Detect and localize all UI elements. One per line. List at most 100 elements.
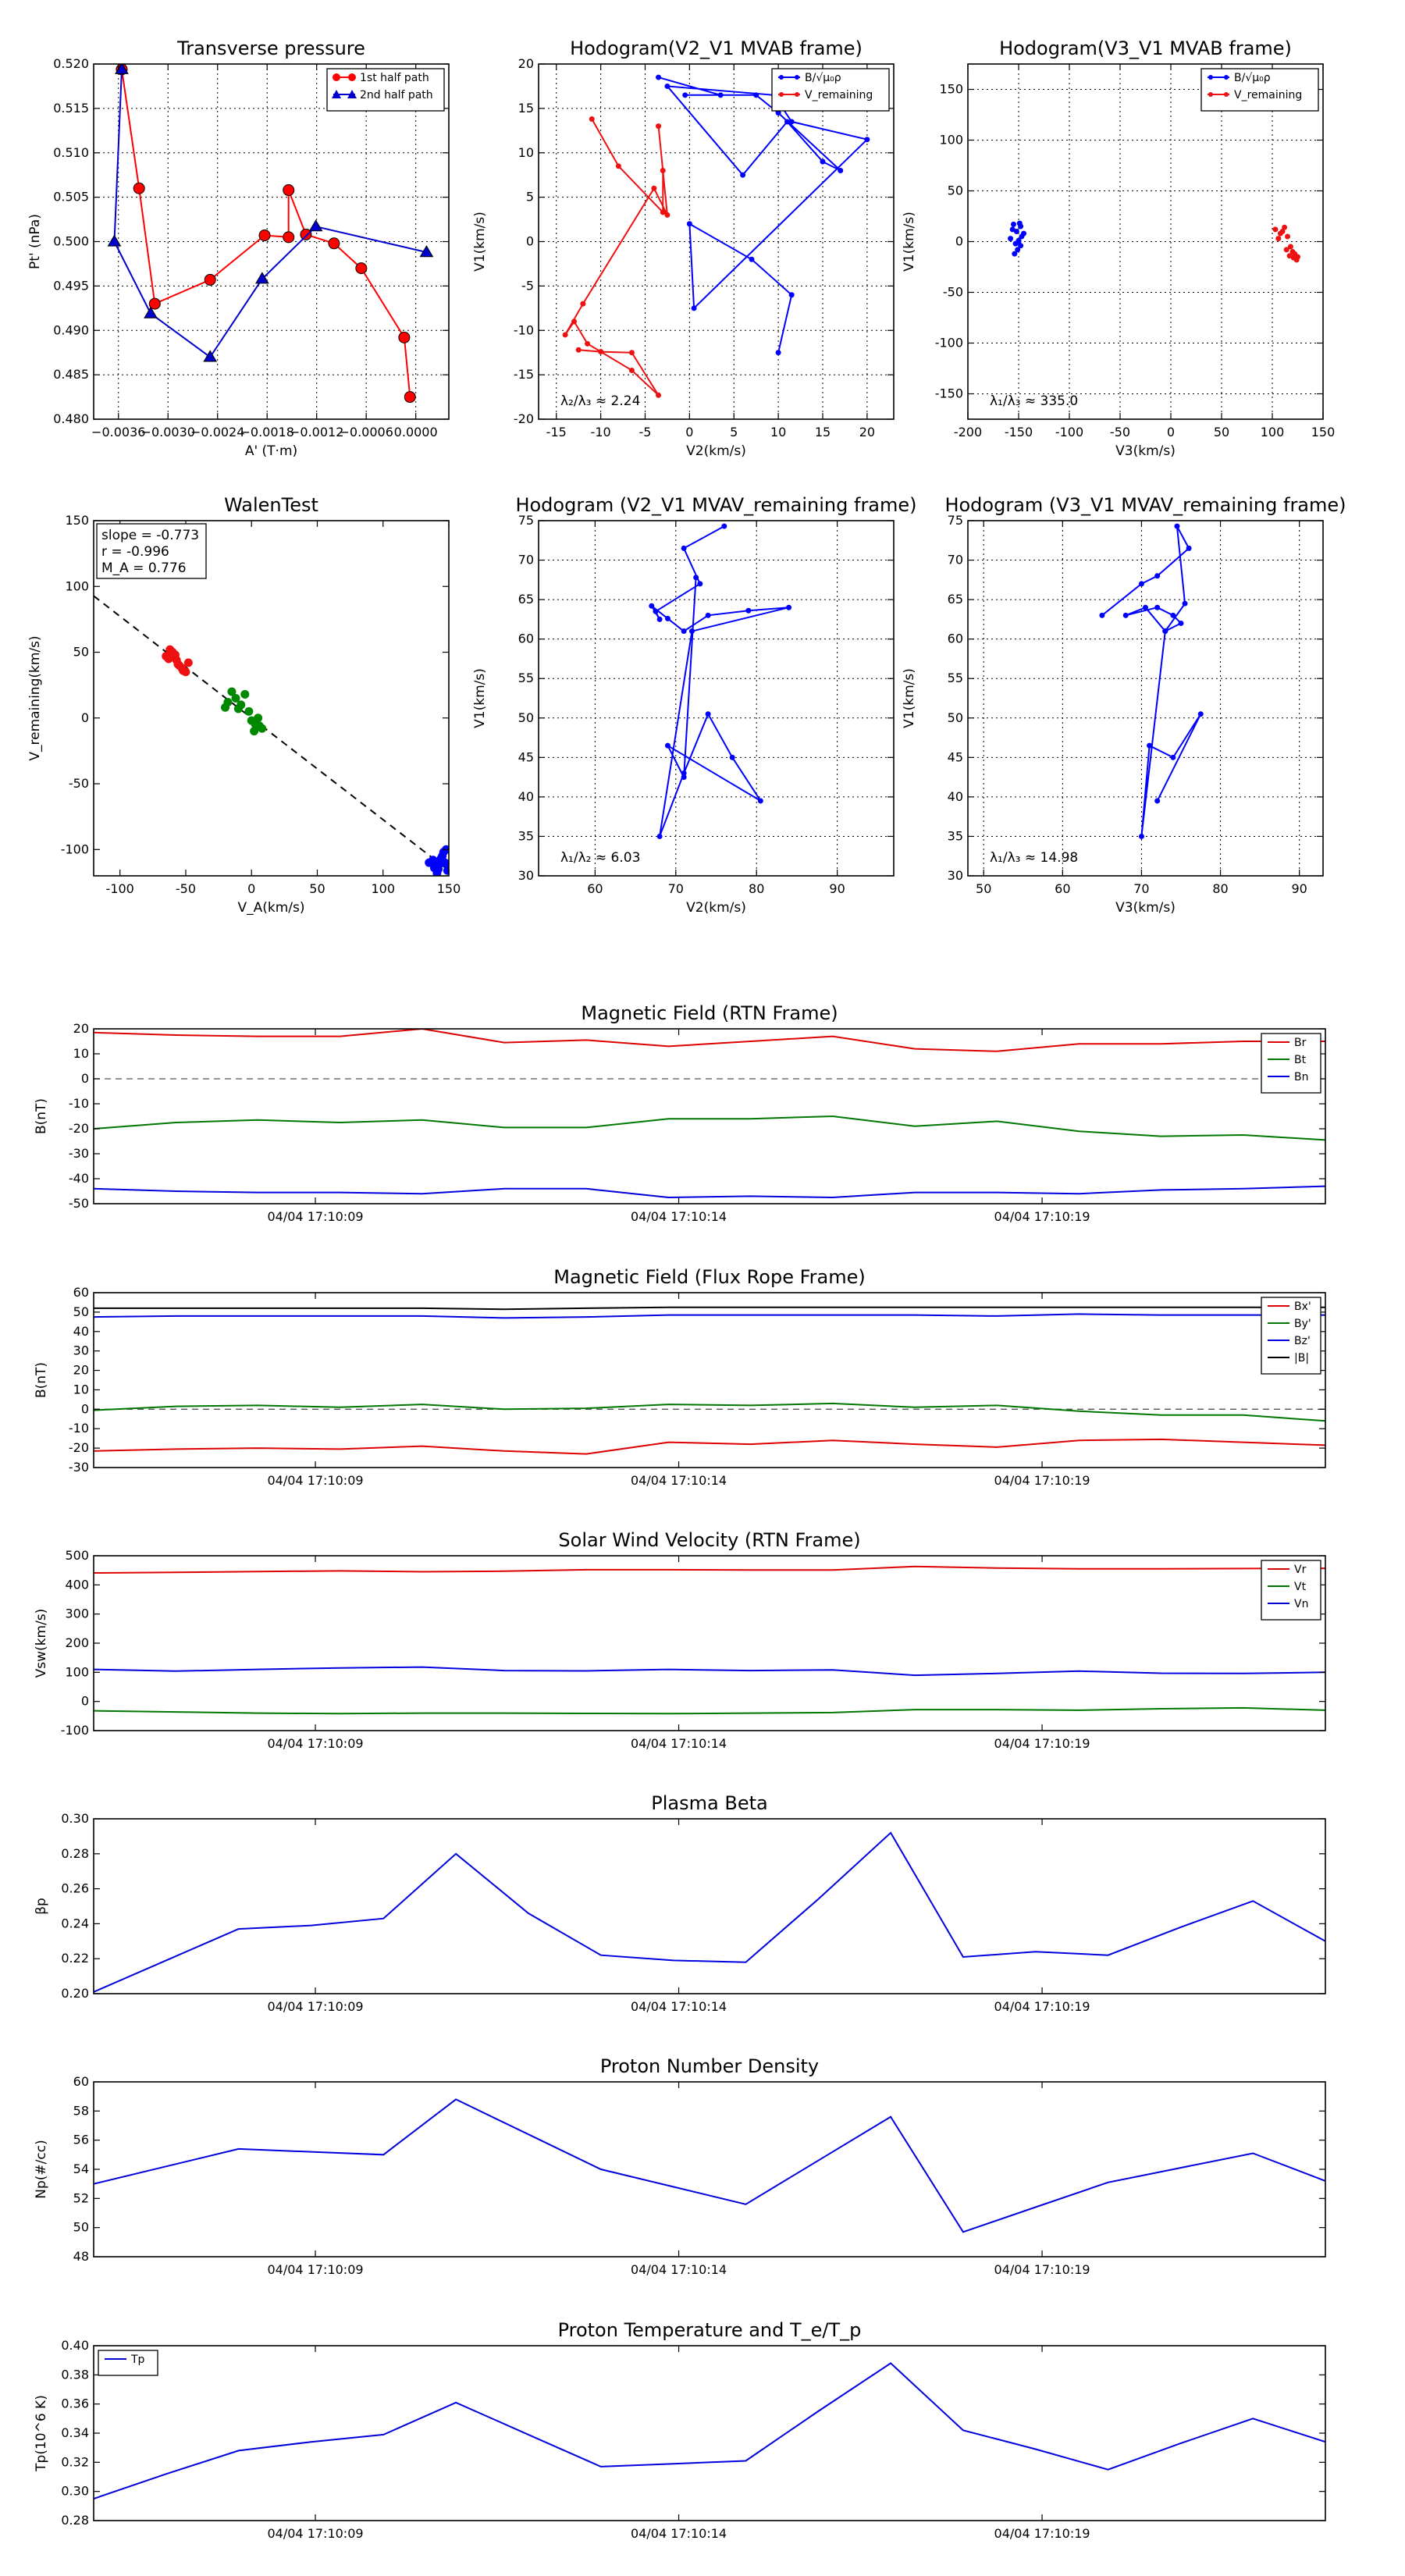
x-tick-label: −0.0006	[339, 425, 393, 439]
x-tick-label: -200	[954, 425, 982, 439]
data-point	[1287, 244, 1293, 250]
legend-marker	[1208, 92, 1213, 97]
x-tick-label: 90	[1291, 881, 1307, 896]
data-point	[1279, 229, 1286, 234]
x-tick-label: 04/04 17:10:19	[994, 2262, 1090, 2277]
panel-hodogram-v3v1-mvab: -200 -150 -100 -50 0 50 100 150 -150 -100 -50 0 50 10…	[902, 37, 1335, 459]
data-point	[589, 116, 595, 123]
x-axis-label: V3(km/s)	[1115, 443, 1176, 459]
data-point	[681, 770, 687, 777]
eigenvalue-ratio-label: λ₁/λ₃ ≈ 14.98	[990, 850, 1078, 866]
x-tick-label: 50	[1214, 425, 1229, 439]
axes-frame	[93, 1292, 1326, 1468]
y-tick-label: 30	[518, 868, 534, 883]
data-point	[681, 774, 687, 781]
x-tick-label: 04/04 17:10:14	[631, 1473, 727, 1488]
data-point	[580, 301, 586, 307]
y-tick-label: 0	[81, 1401, 89, 1416]
y-tick-label: 60	[73, 2074, 89, 2089]
y-tick-label: -100	[935, 336, 963, 350]
data-point	[615, 163, 621, 169]
x-tick-label: 0	[685, 425, 693, 439]
x-tick-label: 04/04 17:10:14	[631, 1736, 727, 1751]
y-tick-label: 15	[518, 101, 534, 116]
data-point	[173, 660, 183, 669]
x-tick-label: −0.0036	[91, 425, 145, 439]
legend-label: B/√μ₀ρ	[805, 72, 841, 84]
data-point	[721, 523, 727, 529]
x-tick-label: 100	[371, 881, 395, 896]
series-magnetic-field-flux-rope-1-line	[94, 1402, 1325, 1422]
y-tick-label: 0.490	[53, 322, 89, 337]
y-axis-label: V_remaining(km/s)	[27, 635, 43, 760]
data-point	[749, 256, 755, 262]
x-tick-label: −0.0030	[141, 425, 195, 439]
data-point	[148, 297, 161, 310]
axes-frame	[93, 520, 450, 877]
y-tick-label: 200	[65, 1635, 89, 1650]
data-point	[1019, 233, 1025, 240]
series-magnetic-field-rtn-0-line	[94, 1029, 1325, 1052]
stats-line: M_A = 0.776	[101, 560, 187, 576]
x-tick-label: -15	[546, 425, 567, 439]
legend-marker	[348, 73, 356, 81]
panel-transverse-pressure: −0.0036−0.0030−0.0024−0.0018−0.0012−0.00…	[27, 37, 450, 459]
data-point	[258, 229, 271, 242]
y-axis-label: B(nT)	[34, 1362, 49, 1398]
data-point	[753, 92, 759, 98]
y-axis-label: V1(km/s)	[472, 668, 488, 728]
y-tick-label: -50	[69, 776, 89, 791]
chart-title: Transverse pressure	[176, 37, 365, 59]
legend-label: V_remaining	[1234, 89, 1302, 101]
data-point	[660, 168, 666, 173]
y-tick-label: -150	[935, 386, 963, 401]
data-point	[1162, 628, 1168, 635]
data-point	[254, 713, 263, 723]
data-point	[204, 273, 216, 286]
y-tick-label: 50	[948, 183, 963, 198]
data-point	[729, 754, 735, 760]
x-tick-label: 04/04 17:10:14	[631, 1209, 727, 1224]
y-tick-label: 5	[526, 190, 534, 205]
x-tick-label: 0	[1167, 425, 1175, 439]
legend-box	[326, 68, 445, 112]
legend-label: By'	[1294, 1318, 1311, 1330]
data-point	[419, 245, 434, 258]
y-tick-label: 10	[518, 145, 534, 160]
y-tick-label: 0.26	[61, 1881, 89, 1896]
legend-box	[771, 68, 890, 112]
series-solar-wind-velocity-1-line	[94, 1706, 1325, 1715]
panel-solar-wind-velocity: 04/04 17:10:09 04/04 17:10:14 04/04 17:10:…	[34, 1529, 1326, 1751]
y-tick-label: -20	[69, 1440, 89, 1455]
x-tick-label: 10	[770, 425, 786, 439]
data-point	[170, 650, 180, 660]
data-point	[1178, 620, 1184, 626]
legend-box	[98, 2350, 158, 2376]
legend-marker	[779, 75, 784, 80]
data-point	[328, 237, 340, 250]
y-tick-label: 0.500	[53, 234, 89, 249]
panel-hodogram-v2v1-mvab: -15 -10 -5 0 5 10 15 20 -20 -15 -10 -5 0 5 10 15 20 Hodog…	[472, 37, 895, 459]
x-tick-label: -100	[1055, 425, 1083, 439]
x-axis-label: A' (T·m)	[245, 443, 297, 459]
y-tick-label: -30	[69, 1460, 89, 1475]
y-tick-label: 35	[948, 828, 963, 843]
data-point	[231, 694, 240, 703]
axes-frame	[967, 520, 1324, 877]
x-tick-label: 70	[668, 881, 684, 896]
data-point	[1154, 573, 1161, 579]
data-point	[664, 615, 670, 621]
y-tick-label: -20	[514, 411, 534, 426]
data-point	[682, 92, 688, 98]
plot-area	[94, 1029, 1325, 1199]
y-tick-label: 35	[518, 828, 534, 843]
data-point	[133, 182, 145, 194]
y-tick-label: 10	[73, 1382, 89, 1397]
y-tick-label: 0.34	[61, 2425, 89, 2440]
x-tick-label: 04/04 17:10:09	[268, 1736, 364, 1751]
y-tick-label: 20	[518, 56, 534, 71]
y-tick-label: -100	[61, 1723, 89, 1738]
data-point	[788, 119, 795, 125]
data-point	[1008, 236, 1014, 242]
